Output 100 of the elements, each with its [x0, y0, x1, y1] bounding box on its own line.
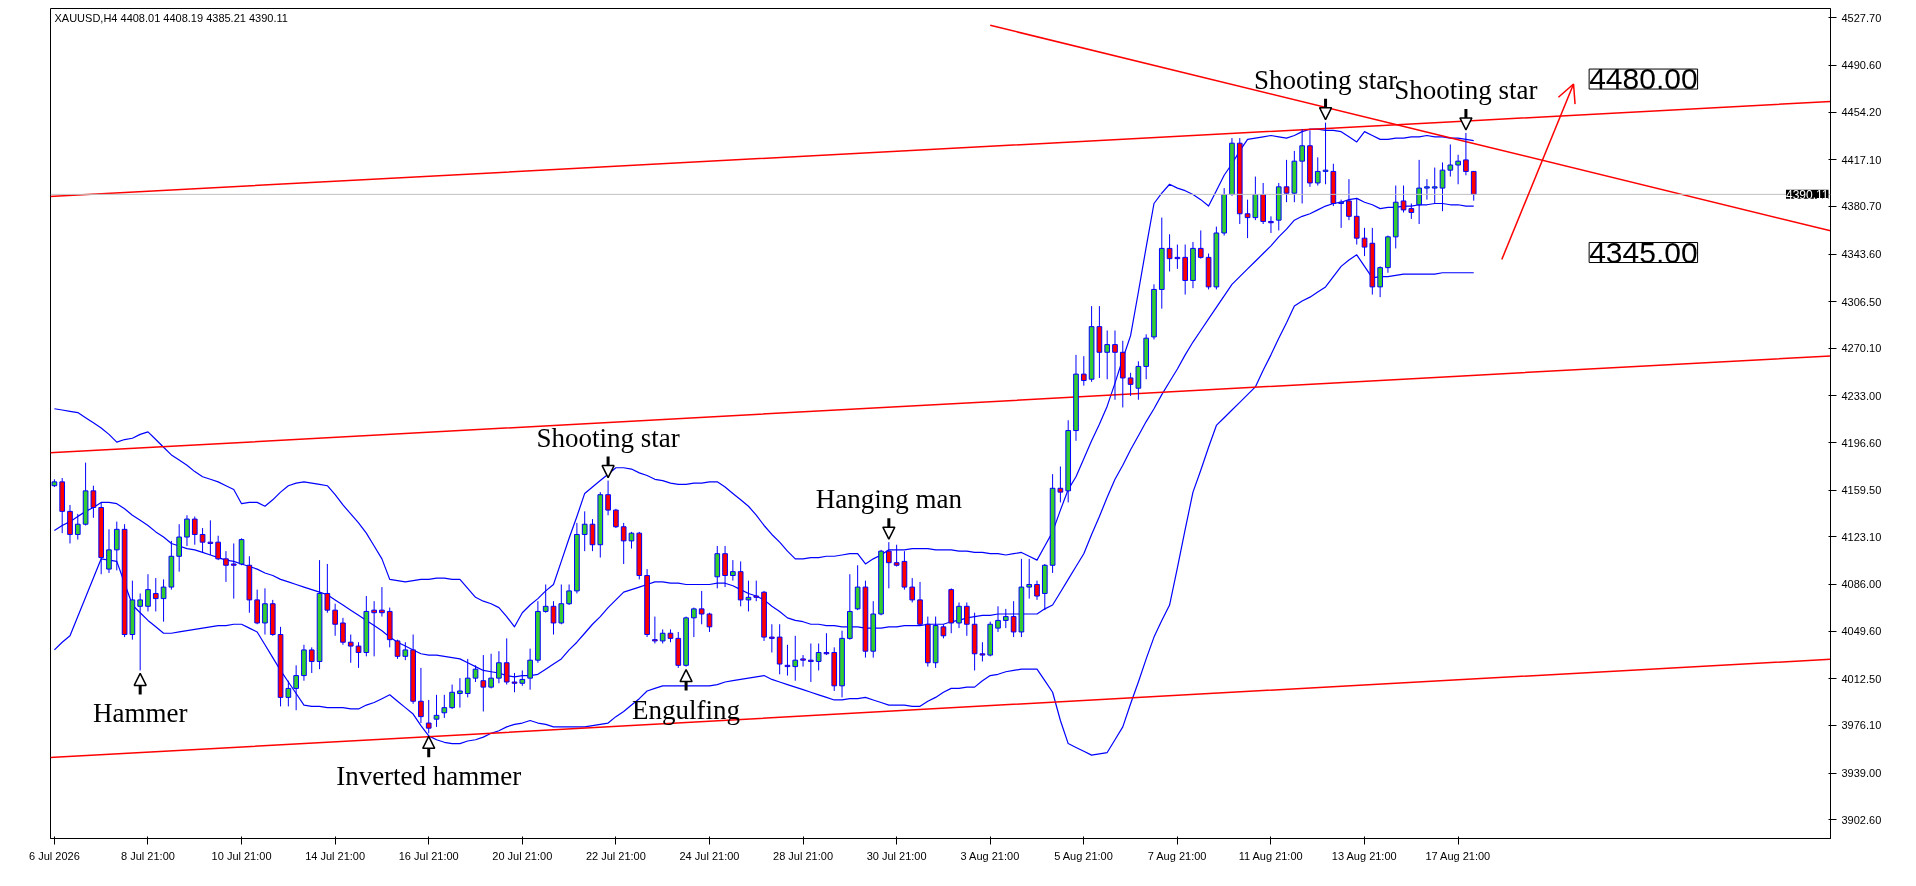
- y-tick-label: 4417.10: [1841, 153, 1882, 166]
- candlestick: [418, 667, 424, 724]
- y-tick-label: 4086.00: [1841, 578, 1882, 591]
- candlestick: [160, 578, 167, 623]
- y-tick-label: 4012.50: [1841, 672, 1882, 685]
- candlestick: [74, 513, 81, 541]
- annotation: Hanging man: [815, 484, 963, 515]
- candlestick: [753, 580, 760, 602]
- candlestick: [1470, 170, 1477, 202]
- candlestick: [808, 643, 814, 683]
- candlestick: [1080, 355, 1087, 387]
- x-tick-label: 28 Jul 21:00: [773, 849, 834, 862]
- candlestick: [67, 504, 73, 544]
- candlestick: [792, 635, 799, 682]
- candlestick: [1197, 229, 1204, 260]
- candlestick: [769, 623, 775, 653]
- candlestick: [581, 510, 588, 552]
- candlestick: [215, 535, 222, 561]
- candlestick: [714, 545, 721, 589]
- x-tick-label: 16 Jul 21:00: [398, 849, 459, 862]
- x-tick-label: 5 Aug 21:00: [1054, 849, 1113, 862]
- y-tick-label: 4233.00: [1841, 389, 1882, 402]
- candlestick: [800, 654, 806, 668]
- candlestick: [223, 550, 229, 583]
- candlestick: [652, 616, 658, 645]
- text: 4345.00: [1589, 235, 1698, 269]
- candlestick: [254, 589, 260, 625]
- y-tick-label: 4196.60: [1841, 436, 1882, 449]
- candlestick: [262, 587, 268, 636]
- candlestick: [730, 559, 736, 582]
- x-tick-label: 6 Jul 2026: [29, 849, 80, 862]
- candlestick: [722, 545, 728, 588]
- x-tick-label: 3 Aug 21:00: [960, 849, 1020, 862]
- y-tick-label: 3939.00: [1841, 767, 1882, 780]
- candlestick: [308, 646, 315, 674]
- y-tick-label: 4527.70: [1841, 11, 1882, 24]
- candlestick: [956, 601, 962, 629]
- candlestick: [441, 694, 448, 719]
- candlestick: [199, 527, 206, 553]
- x-tick-label: 14 Jul 21:00: [305, 849, 366, 862]
- candlestick: [995, 605, 1001, 633]
- candlestick: [371, 600, 377, 657]
- candlestick: [191, 516, 198, 546]
- y-tick-label: 4490.60: [1841, 59, 1882, 72]
- x-tick-label: 20 Jul 21:00: [492, 849, 553, 862]
- y-tick-label: 4049.60: [1841, 625, 1882, 638]
- candlestick: [293, 664, 299, 711]
- candlestick: [542, 584, 549, 614]
- candlestick: [152, 577, 159, 612]
- candlestick: [1104, 329, 1111, 380]
- chart-title: XAUUSD,H4 4408.01 4408.19 4385.21 4390.11: [54, 11, 288, 24]
- candlestick: [1424, 178, 1430, 201]
- candlestick: [176, 523, 183, 573]
- candlestick: [1377, 265, 1383, 298]
- y-tick-label: 4343.60: [1841, 248, 1882, 261]
- text: 4480.00: [1589, 62, 1698, 96]
- candlestick: [1268, 215, 1274, 234]
- candlestick: [1447, 143, 1454, 178]
- candlestick: [963, 601, 970, 637]
- y-tick-label: 4270.10: [1841, 342, 1882, 355]
- candlestick: [605, 480, 611, 516]
- y-tick-label: 4454.20: [1841, 106, 1882, 119]
- ref-line-label: 4390.11: [1786, 187, 1829, 202]
- candlestick: [433, 694, 440, 728]
- candlestick: [1034, 580, 1040, 601]
- x-tick-label: 7 Aug 21:00: [1147, 849, 1207, 862]
- x-tick-label: 10 Jul 21:00: [211, 849, 272, 862]
- candlestick: [332, 603, 338, 637]
- x-tick-label: 8 Jul 21:00: [121, 849, 175, 862]
- candlestick: [550, 600, 557, 636]
- y-tick-label: 4306.50: [1841, 295, 1882, 308]
- candlestick: [340, 617, 346, 646]
- candlestick: [425, 699, 432, 734]
- candlestick: [909, 577, 916, 603]
- annotation: Hammer: [92, 698, 188, 729]
- x-tick-label: 11 Aug 21:00: [1238, 849, 1303, 862]
- candlestick: [379, 586, 385, 618]
- candlestick: [566, 584, 572, 606]
- y-tick-label: 4123.10: [1841, 530, 1882, 543]
- candlestick: [1182, 244, 1189, 296]
- y-tick-label: 4380.70: [1841, 200, 1882, 213]
- candlestick: [137, 592, 144, 671]
- candlestick: [558, 584, 565, 625]
- x-tick-label: 22 Jul 21:00: [585, 849, 646, 862]
- candlestick: [207, 519, 214, 556]
- candlestick: [184, 514, 190, 547]
- candlestick: [449, 684, 455, 710]
- candlestick: [784, 644, 791, 677]
- candlestick: [1463, 132, 1469, 176]
- candlestick: [1002, 608, 1009, 629]
- y-tick-label: 4159.50: [1841, 484, 1882, 497]
- candlestick: [457, 677, 463, 709]
- candlestick: [230, 542, 237, 600]
- candlestick: [1314, 156, 1321, 187]
- candlestick: [1455, 154, 1461, 185]
- candlestick: [113, 521, 120, 571]
- x-tick-label: 13 Aug 21:00: [1331, 849, 1397, 862]
- annotation: Inverted hammer: [336, 761, 522, 792]
- candlestick: [979, 641, 986, 662]
- candlestick: [698, 590, 705, 625]
